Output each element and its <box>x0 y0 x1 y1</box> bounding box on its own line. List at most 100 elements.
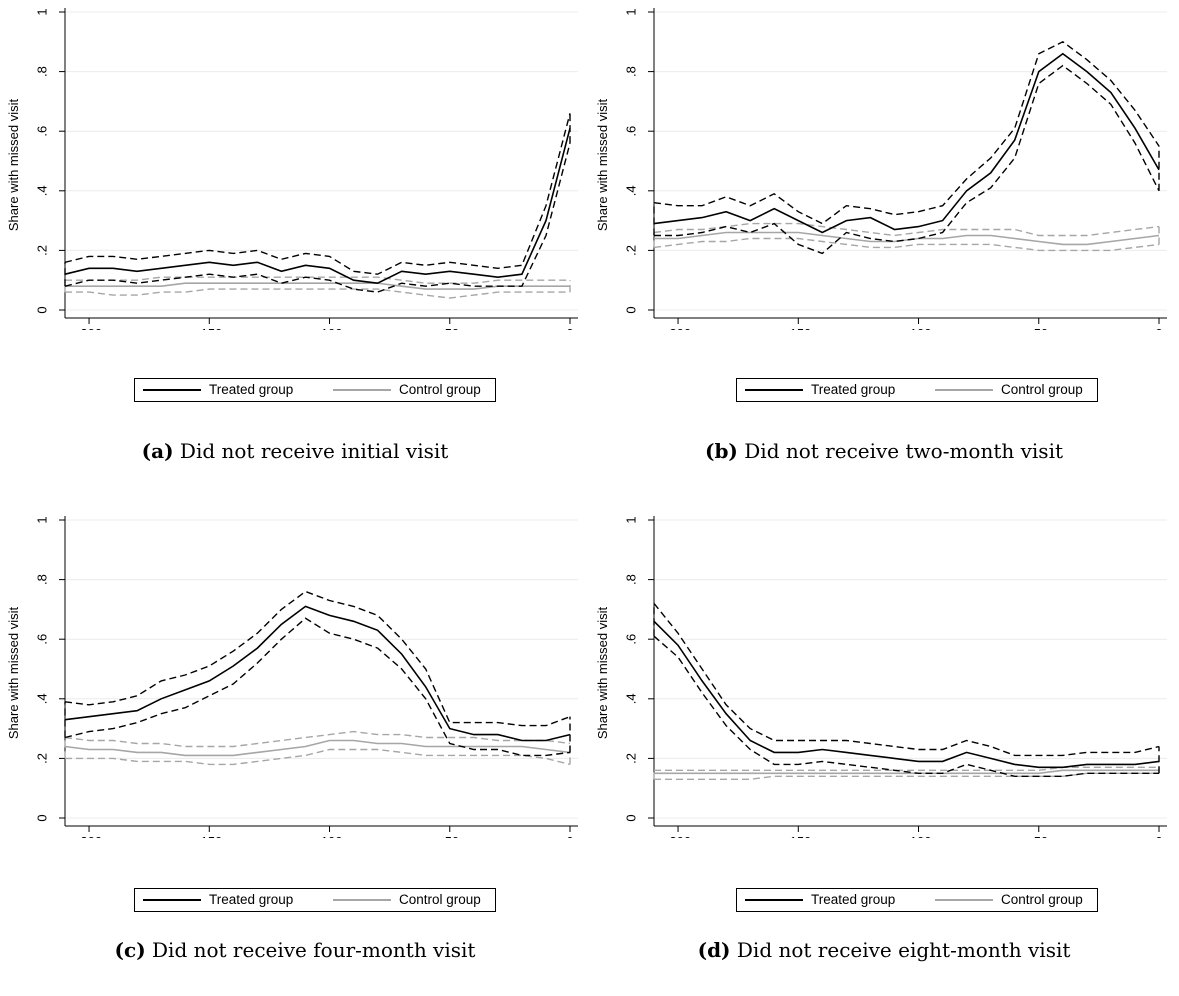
legend-label-treated: Treated group <box>209 892 294 907</box>
x-tick-label: 0 <box>566 326 573 330</box>
x-tick-label: 0 <box>566 834 573 838</box>
control-series-line <box>654 769 1159 775</box>
y-tick-label: .6 <box>623 634 638 645</box>
y-tick-label: 1 <box>34 516 49 523</box>
y-tick-label: 0 <box>34 814 49 821</box>
x-tick-label: -200 <box>665 326 691 330</box>
x-tick-label: -50 <box>440 834 459 838</box>
treated-series-line <box>653 620 1160 769</box>
chart-panel-a: 0.2.4.6.81-200-150-100-500Date of birth … <box>6 8 578 330</box>
y-tick-label: 1 <box>623 516 638 523</box>
x-tick-label: -50 <box>440 326 459 330</box>
legend-swatch-control <box>935 388 993 391</box>
legend-label-treated: Treated group <box>811 382 896 397</box>
control-ci-low-line <box>653 237 1160 252</box>
x-tick-label: -50 <box>1029 326 1048 330</box>
treated-ci-high-line <box>64 590 571 727</box>
y-axis-title: Share with missed visit <box>595 607 610 740</box>
legend-swatch-control <box>333 898 391 901</box>
caption-c: (c) Did not receive four-month visit <box>0 938 590 962</box>
chart-panel-d: 0.2.4.6.81-200-150-100-500Date of birth … <box>595 516 1167 838</box>
legend-swatch-treated <box>745 898 803 901</box>
y-tick-label: .4 <box>34 185 49 196</box>
legend-treated-d: Treated group <box>745 892 895 907</box>
legend-label-control: Control group <box>1001 892 1083 907</box>
x-tick-label: -200 <box>665 834 691 838</box>
y-tick-label: .8 <box>34 574 49 585</box>
panel-a: 0.2.4.6.81-200-150-100-500Date of birth … <box>0 0 590 488</box>
treated-series-line <box>653 52 1160 234</box>
treated-ci-low-line <box>654 64 1160 255</box>
caption-d: (d) Did not receive eight-month visit <box>589 938 1179 962</box>
panel-c: 0.2.4.6.81-200-150-100-500Date of birth … <box>0 508 590 996</box>
y-tick-label: .2 <box>34 753 49 764</box>
legend-c: Treated group Control group <box>134 888 496 912</box>
legend-swatch-treated <box>745 388 803 391</box>
legend-swatch-treated <box>143 388 201 391</box>
treated-ci-high-line <box>64 113 571 275</box>
legend-a: Treated group Control group <box>134 378 496 402</box>
legend-d: Treated group Control group <box>736 888 1098 912</box>
legend-treated-c: Treated group <box>143 892 293 907</box>
legend-swatch-control <box>333 388 391 391</box>
legend-swatch-treated <box>143 898 201 901</box>
control-ci-low-line <box>65 748 571 766</box>
treated-ci-low-line <box>64 617 571 757</box>
legend-control-a: Control group <box>333 382 481 397</box>
x-tick-label: -150 <box>196 834 222 838</box>
control-ci-low-line <box>654 772 1159 780</box>
legend-treated-b: Treated group <box>745 382 895 397</box>
legend-swatch-control <box>935 898 993 901</box>
y-axis-title: Share with missed visit <box>595 99 610 232</box>
x-tick-label: -100 <box>317 834 343 838</box>
panel-b: 0.2.4.6.81-200-150-100-500Date of birth … <box>589 0 1179 488</box>
y-tick-label: .2 <box>34 245 49 256</box>
treated-ci-high-line <box>653 602 1160 757</box>
chart-panel-c: 0.2.4.6.81-200-150-100-500Date of birth … <box>6 516 578 838</box>
control-ci-high-line <box>65 276 570 284</box>
control-ci-high-line <box>654 766 1159 771</box>
y-tick-label: .6 <box>34 126 49 137</box>
caption-b: (b) Did not receive two-month visit <box>589 439 1179 463</box>
y-axis-title: Share with missed visit <box>6 99 21 232</box>
panel-label-a: (a) <box>141 439 174 463</box>
y-tick-label: 0 <box>34 306 49 313</box>
x-tick-label: -50 <box>1029 834 1048 838</box>
control-ci-high-line <box>64 730 571 748</box>
legend-label-control: Control group <box>1001 382 1083 397</box>
treated-ci-low-line <box>64 142 571 293</box>
treated-ci-low-line <box>653 635 1159 777</box>
chart-panel-b: 0.2.4.6.81-200-150-100-500Date of birth … <box>595 8 1167 330</box>
legend-b: Treated group Control group <box>736 378 1098 402</box>
x-tick-label: -200 <box>76 834 102 838</box>
panel-label-b: (b) <box>704 439 738 463</box>
x-tick-label: -150 <box>785 326 811 330</box>
panel-d: 0.2.4.6.81-200-150-100-500Date of birth … <box>589 508 1179 996</box>
legend-label-treated: Treated group <box>209 382 294 397</box>
panel-title-a: Did not receive initial visit <box>179 439 449 463</box>
x-tick-label: 0 <box>1155 834 1162 838</box>
x-tick-label: -150 <box>785 834 811 838</box>
x-tick-label: -200 <box>76 326 102 330</box>
panel-title-d: Did not receive eight-month visit <box>736 938 1071 962</box>
x-tick-label: -150 <box>196 326 222 330</box>
y-tick-label: .8 <box>623 66 638 77</box>
legend-control-d: Control group <box>935 892 1083 907</box>
y-tick-label: .4 <box>623 185 638 196</box>
y-tick-label: .8 <box>623 574 638 585</box>
legend-treated-a: Treated group <box>143 382 293 397</box>
y-tick-label: .6 <box>34 634 49 645</box>
control-ci-high-line <box>653 222 1160 237</box>
y-tick-label: 1 <box>623 8 638 15</box>
caption-a: (a) Did not receive initial visit <box>0 439 590 463</box>
y-tick-label: 1 <box>34 8 49 15</box>
panel-title-b: Did not receive two-month visit <box>744 439 1064 463</box>
legend-label-control: Control group <box>399 892 481 907</box>
y-tick-label: .2 <box>623 245 638 256</box>
y-axis-title: Share with missed visit <box>6 607 21 740</box>
y-tick-label: 0 <box>623 814 638 821</box>
control-series-line <box>654 231 1160 246</box>
legend-label-control: Control group <box>399 382 481 397</box>
x-tick-label: -100 <box>317 326 343 330</box>
control-series-line <box>65 282 570 290</box>
